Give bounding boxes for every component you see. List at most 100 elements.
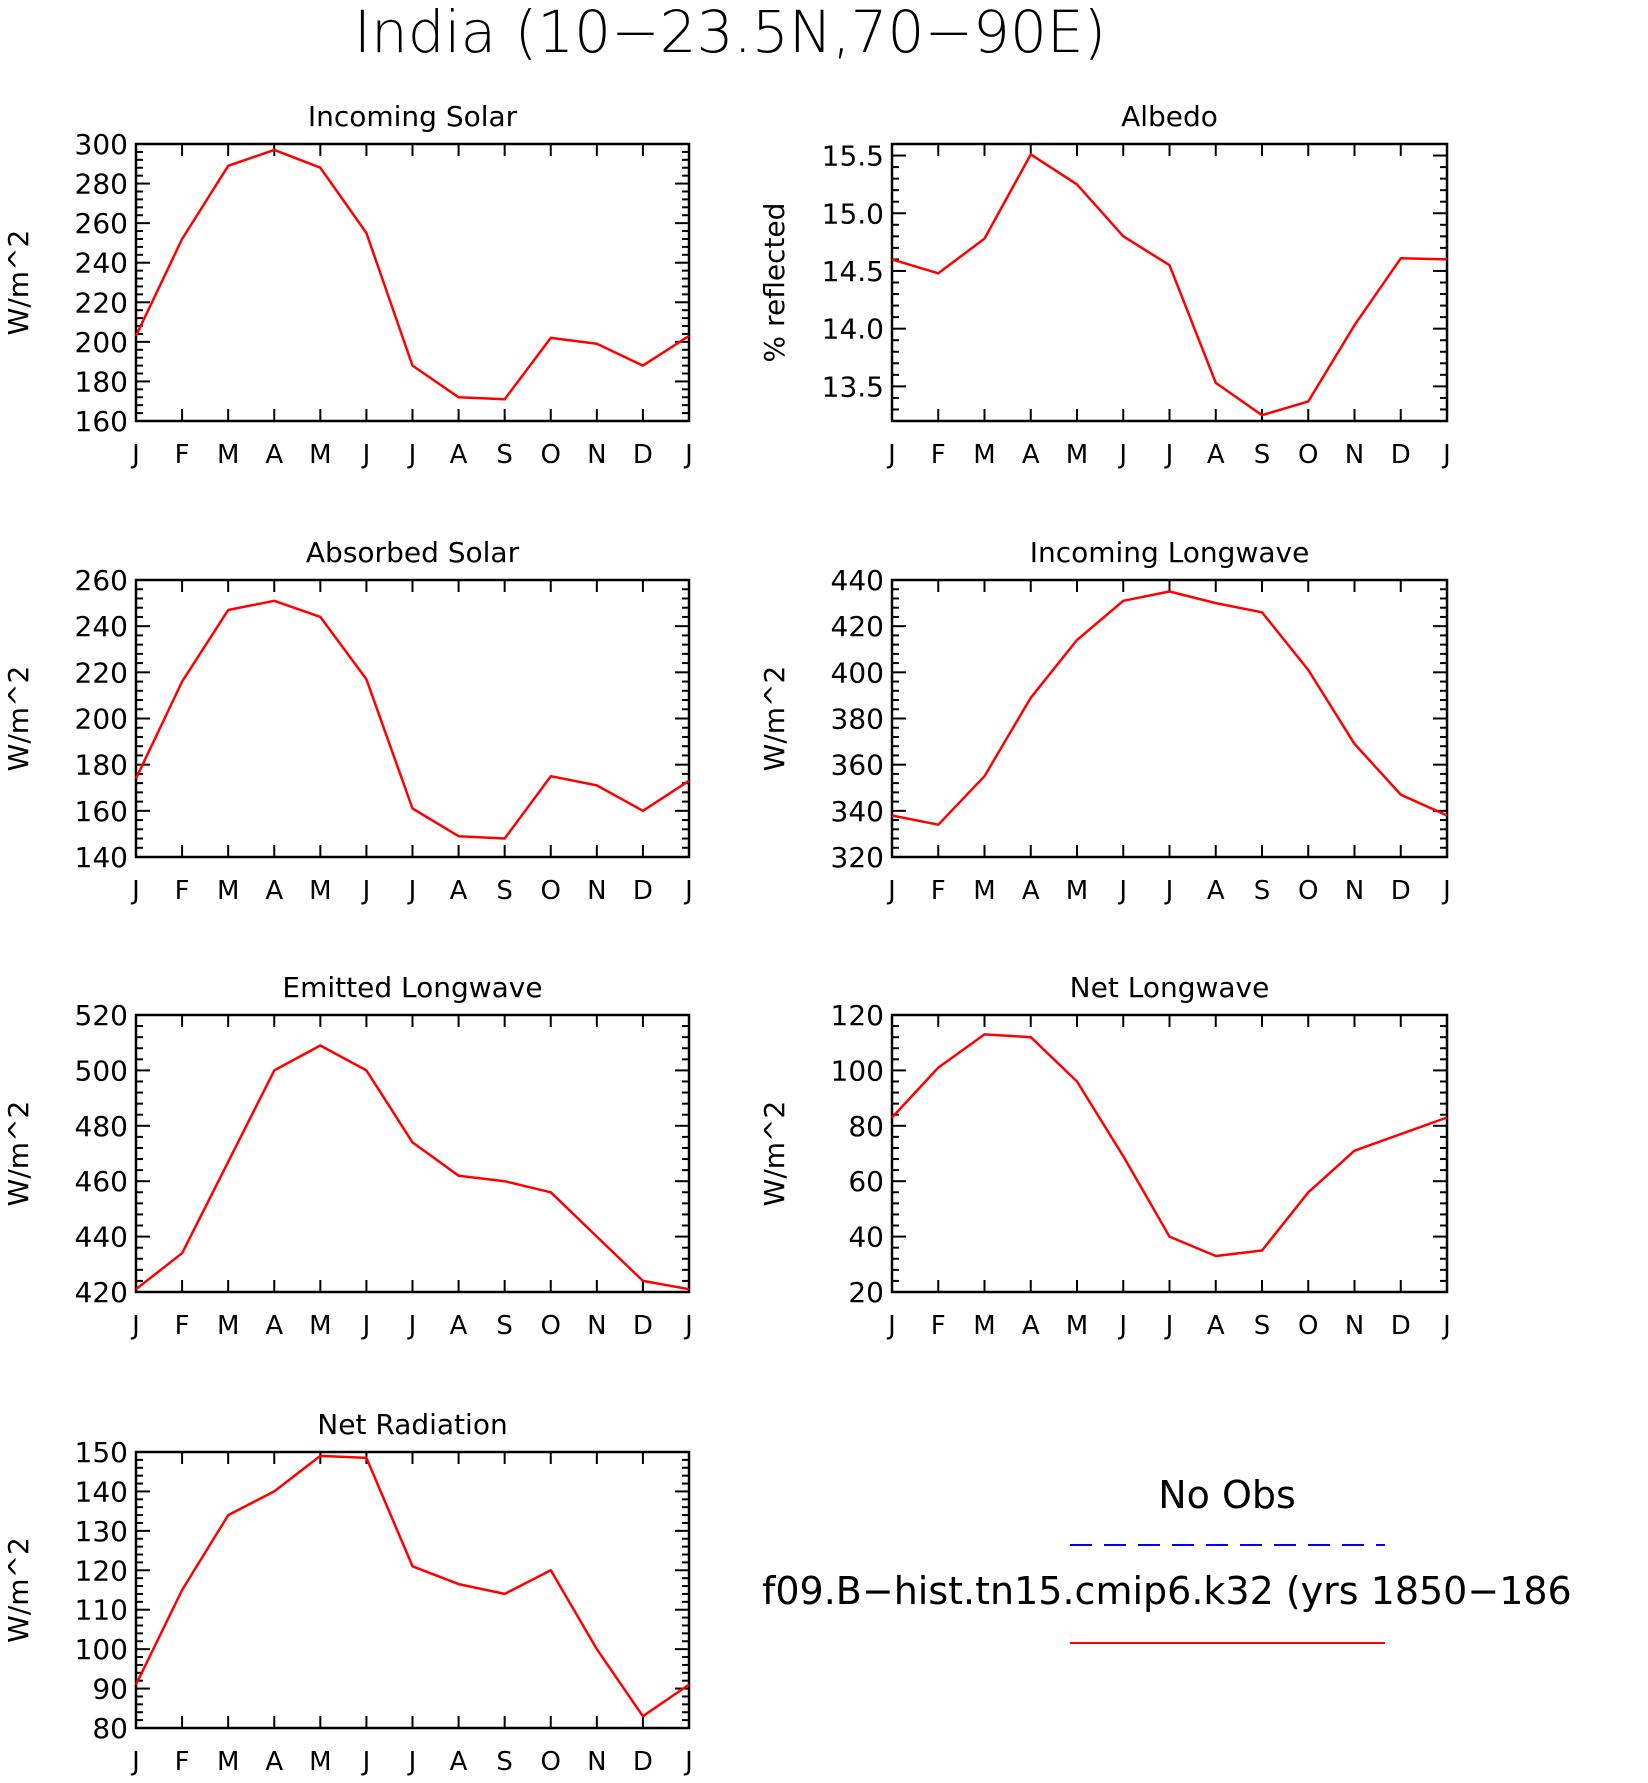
y-tick-label: 20 bbox=[848, 1276, 884, 1309]
legend-obs-label: No Obs bbox=[1158, 1473, 1296, 1517]
x-tick-label: N bbox=[587, 876, 606, 906]
series-line-model bbox=[135, 1044, 690, 1291]
plot-frame bbox=[134, 578, 691, 859]
x-tick-label: N bbox=[1345, 440, 1364, 470]
x-tick-label: J bbox=[361, 1747, 371, 1777]
x-tick-label: J bbox=[1117, 1311, 1127, 1341]
x-tick-label: J bbox=[407, 440, 417, 470]
y-tick-label: 440 bbox=[831, 564, 884, 597]
x-tick-label: S bbox=[1254, 440, 1271, 470]
x-tick-label: D bbox=[633, 876, 653, 906]
series-line-model bbox=[134, 1454, 690, 1718]
y-axis-label: W/m^2 bbox=[2, 666, 35, 772]
y-tick-label: 520 bbox=[75, 999, 128, 1032]
y-tick-label: 320 bbox=[831, 841, 884, 874]
x-tick-label: J bbox=[130, 440, 140, 470]
x-tick-label: M bbox=[1066, 876, 1088, 906]
panel-title: Net Longwave bbox=[1070, 971, 1270, 1004]
x-tick-label: J bbox=[1117, 876, 1127, 906]
x-tick-label: A bbox=[1207, 1311, 1225, 1341]
y-tick-label: 150 bbox=[75, 1436, 128, 1469]
x-tick-label: S bbox=[496, 1311, 513, 1341]
x-tick-label: M bbox=[1066, 440, 1088, 470]
x-tick-label: A bbox=[1207, 876, 1225, 906]
x-tick-label: M bbox=[309, 1747, 331, 1777]
y-tick-label: 120 bbox=[75, 1554, 128, 1587]
y-tick-label: 420 bbox=[75, 1276, 128, 1309]
y-tick-label: 130 bbox=[75, 1515, 128, 1548]
x-tick-label: J bbox=[683, 1747, 693, 1777]
y-tick-label: 13.5 bbox=[822, 370, 884, 403]
y-axis-label: % reflected bbox=[758, 203, 791, 363]
y-tick-label: 280 bbox=[75, 168, 128, 201]
x-tick-label: S bbox=[496, 1747, 513, 1777]
x-tick-label: F bbox=[931, 1311, 946, 1341]
x-tick-label: M bbox=[217, 876, 239, 906]
y-tick-label: 90 bbox=[92, 1673, 128, 1706]
y-tick-label: 240 bbox=[75, 247, 128, 280]
y-tick-label: 110 bbox=[75, 1594, 128, 1627]
y-tick-label: 60 bbox=[848, 1165, 884, 1198]
y-tick-label: 260 bbox=[75, 564, 128, 597]
series-line-model bbox=[891, 1033, 1448, 1258]
y-tick-label: 160 bbox=[75, 405, 128, 438]
y-axis-label: W/m^2 bbox=[2, 1101, 35, 1207]
y-tick-label: 360 bbox=[831, 749, 884, 782]
x-tick-label: M bbox=[973, 440, 995, 470]
panel-title: Emitted Longwave bbox=[282, 971, 542, 1004]
x-tick-label: J bbox=[683, 876, 693, 906]
y-tick-label: 120 bbox=[831, 999, 884, 1032]
x-tick-label: F bbox=[175, 876, 190, 906]
x-tick-label: A bbox=[1022, 440, 1040, 470]
y-tick-label: 240 bbox=[75, 610, 128, 643]
y-tick-label: 14.5 bbox=[822, 255, 884, 288]
y-tick-label: 400 bbox=[831, 656, 884, 689]
plot-frame bbox=[890, 142, 1449, 423]
legend: No Obs f09.B−hist.tn15.cmip6.k32 (yrs 18… bbox=[762, 1473, 1572, 1644]
y-tick-label: 140 bbox=[75, 1475, 128, 1508]
legend-model-label: f09.B−hist.tn15.cmip6.k32 (yrs 1850−186 bbox=[762, 1569, 1572, 1613]
y-tick-label: 380 bbox=[831, 703, 884, 736]
x-tick-label: J bbox=[1441, 876, 1451, 906]
series-line-model bbox=[891, 590, 1448, 826]
plot-frame bbox=[134, 1013, 691, 1294]
x-tick-label: M bbox=[309, 876, 331, 906]
x-tick-label: M bbox=[217, 1311, 239, 1341]
x-tick-label: J bbox=[407, 1747, 417, 1777]
x-tick-label: A bbox=[265, 1311, 283, 1341]
x-tick-label: M bbox=[309, 440, 331, 470]
x-tick-label: J bbox=[1164, 876, 1174, 906]
y-tick-label: 180 bbox=[75, 365, 128, 398]
x-tick-label: A bbox=[1207, 440, 1225, 470]
y-tick-label: 15.5 bbox=[822, 140, 884, 173]
x-tick-label: J bbox=[130, 876, 140, 906]
x-tick-label: N bbox=[1345, 876, 1364, 906]
panel-absorbed-solar: J F M A M J J A S O N D J140160180200220240260Absorb… bbox=[2, 536, 693, 906]
x-tick-label: J bbox=[683, 440, 693, 470]
x-tick-label: J bbox=[1164, 1311, 1174, 1341]
x-tick-label: A bbox=[265, 876, 283, 906]
y-tick-label: 460 bbox=[75, 1165, 128, 1198]
panel-incoming-solar: J F M A M J J A S O N D J160180200220240260280300Inc… bbox=[2, 100, 693, 470]
x-tick-label: D bbox=[1391, 1311, 1411, 1341]
x-tick-label: A bbox=[265, 440, 283, 470]
x-tick-label: J bbox=[130, 1311, 140, 1341]
panel-title: Albedo bbox=[1121, 100, 1218, 133]
y-tick-label: 100 bbox=[831, 1054, 884, 1087]
plot-frame bbox=[890, 1013, 1449, 1294]
series-line-model bbox=[134, 148, 690, 401]
y-axis-label: W/m^2 bbox=[2, 1537, 35, 1643]
x-tick-label: M bbox=[217, 440, 239, 470]
y-tick-label: 340 bbox=[831, 795, 884, 828]
y-tick-label: 140 bbox=[75, 841, 128, 874]
y-tick-label: 420 bbox=[831, 610, 884, 643]
x-tick-label: J bbox=[886, 1311, 896, 1341]
x-tick-label: D bbox=[1391, 876, 1411, 906]
plot-frame bbox=[890, 578, 1449, 859]
x-tick-label: J bbox=[361, 1311, 371, 1341]
y-tick-label: 40 bbox=[848, 1221, 884, 1254]
x-tick-label: F bbox=[931, 876, 946, 906]
